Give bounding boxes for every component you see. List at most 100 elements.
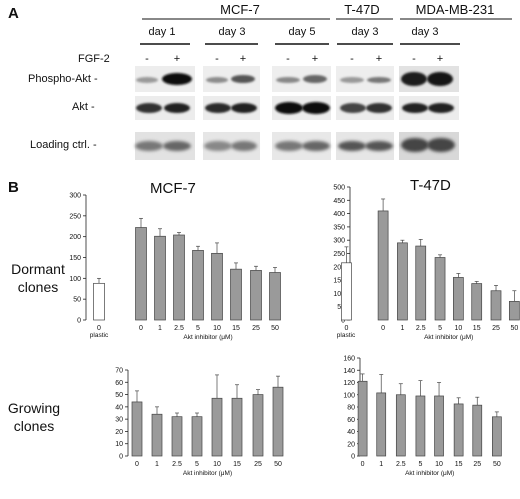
x-tick-label: 2.5 <box>172 461 182 468</box>
y-tick-label: 400 <box>333 211 345 218</box>
y-tick-label: 100 <box>69 276 81 283</box>
y-tick-label: 300 <box>69 193 81 200</box>
bar <box>490 290 502 321</box>
bar <box>250 270 262 321</box>
growing-label-1: Growing <box>8 400 60 416</box>
x-tick-label: 25 <box>473 461 481 468</box>
bar <box>453 277 464 321</box>
plastic-label: plastic <box>337 332 356 339</box>
y-tick-label: 70 <box>115 368 123 375</box>
minus-1: - <box>145 53 149 65</box>
control-bar <box>341 262 352 321</box>
bar <box>135 227 147 321</box>
blot-akt-row <box>135 96 459 120</box>
y-tick-label: 100 <box>343 392 355 399</box>
plus-4: + <box>376 53 382 65</box>
y-tick-label: 0 <box>77 318 81 325</box>
x-axis-label: Akt inhibitor (μM) <box>183 334 232 341</box>
row-label-phospho-akt: Phospho-Akt - <box>28 73 98 85</box>
blot-phospho-akt-row <box>135 66 459 92</box>
bar <box>269 272 281 321</box>
x-tick-label: 0 <box>361 461 365 468</box>
bar <box>191 416 203 457</box>
bar <box>231 397 243 457</box>
day-label-5: day 3 <box>412 26 439 38</box>
plus-3: + <box>312 53 318 65</box>
blot-loading-ctrl-row <box>135 132 459 160</box>
x-tick-label: 0 <box>139 325 143 332</box>
y-tick-label: 0 <box>341 318 345 325</box>
bar <box>453 403 464 457</box>
y-tick-label: 100 <box>333 291 345 298</box>
y-tick-label: 150 <box>69 255 81 262</box>
y-tick-label: 50 <box>115 392 123 399</box>
x-tick-label: 25 <box>252 325 260 332</box>
bar <box>357 380 368 457</box>
bar <box>472 404 483 457</box>
x-tick-label: 10 <box>213 325 221 332</box>
chart-dormant-t47d: 0501001502002503003504004505000012.55101… <box>333 185 520 341</box>
bar <box>434 257 446 321</box>
row-label-akt: Akt - <box>72 101 95 113</box>
y-tick-label: 50 <box>73 297 81 304</box>
chart-title-mcf7: MCF-7 <box>150 180 196 197</box>
bar <box>252 394 264 457</box>
x-tick-label: 0 <box>344 325 348 332</box>
bar <box>151 413 163 457</box>
x-tick-label: 50 <box>274 461 282 468</box>
x-tick-label: 1 <box>400 325 404 332</box>
x-tick-label: 0 <box>97 325 101 332</box>
x-tick-label: 15 <box>233 461 241 468</box>
plastic-label: plastic <box>90 332 109 339</box>
x-tick-label: 50 <box>271 325 279 332</box>
y-tick-label: 350 <box>333 224 345 231</box>
bar <box>492 416 502 457</box>
x-tick-label: 50 <box>510 325 518 332</box>
x-tick-label: 5 <box>195 461 199 468</box>
row-label-loading-ctrl: Loading ctrl. - <box>30 139 97 151</box>
x-tick-label: 25 <box>492 325 500 332</box>
x-axis-label: Akt inhibitor (μM) <box>405 470 454 477</box>
x-axis-label: Akt inhibitor (μM) <box>183 470 232 477</box>
y-tick-label: 500 <box>333 185 345 192</box>
x-tick-label: 10 <box>435 461 443 468</box>
x-tick-label: 1 <box>379 461 383 468</box>
fgf2-label: FGF-2 <box>78 53 110 65</box>
y-tick-label: 140 <box>343 368 355 375</box>
bar <box>376 392 387 457</box>
panel-a-letter: A <box>8 5 19 22</box>
y-tick-label: 160 <box>343 356 355 363</box>
day-label-3: day 5 <box>289 26 316 38</box>
x-tick-label: 15 <box>232 325 240 332</box>
bar <box>230 268 242 321</box>
chart-growing-t47d: 0 20 40 60 80 100 120 140 160 0 1 2.5 5 10 15 25 50 Akt i… <box>343 356 502 477</box>
y-tick-label: 200 <box>333 264 345 271</box>
y-tick-label: 10 <box>115 441 123 448</box>
plus-5: + <box>437 53 443 65</box>
dormant-label-2: clones <box>18 279 58 295</box>
bar <box>171 416 183 457</box>
x-tick-label: 2.5 <box>174 325 184 332</box>
x-tick-label: 10 <box>213 461 221 468</box>
day-label-4: day 3 <box>352 26 379 38</box>
x-tick-label: 10 <box>454 325 462 332</box>
x-tick-label: 50 <box>493 461 501 468</box>
y-tick-label: 0 <box>119 454 123 461</box>
x-tick-label: 15 <box>455 461 463 468</box>
x-tick-label: 5 <box>196 325 200 332</box>
bar <box>434 395 444 457</box>
dormant-label-1: Dormant <box>11 261 65 277</box>
y-tick-label: 80 <box>347 405 355 412</box>
bar <box>415 245 427 321</box>
bar <box>395 394 406 457</box>
x-tick-label: 0 <box>381 325 385 332</box>
bar <box>415 395 426 457</box>
y-tick-label: 60 <box>115 380 123 387</box>
bar <box>154 235 166 321</box>
x-tick-label: 5 <box>438 325 442 332</box>
bar <box>131 401 143 457</box>
x-tick-label: 1 <box>158 325 162 332</box>
cell-line-t47d-header: T-47D <box>344 2 379 17</box>
y-tick-label: 20 <box>347 441 355 448</box>
